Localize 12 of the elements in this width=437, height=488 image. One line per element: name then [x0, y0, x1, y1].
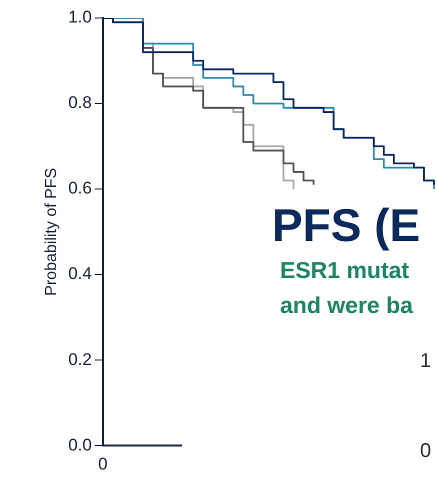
y-tick-label: 1.0	[68, 8, 92, 27]
annotation: 1	[420, 350, 432, 373]
y-tick-label: 0.6	[68, 178, 92, 198]
y-tick-label: 0.0	[68, 435, 92, 454]
annotation: and were ba	[280, 292, 413, 319]
y-tick-label: 0.8	[68, 93, 92, 112]
y-tick-label: 0.4	[68, 264, 92, 284]
annotation: PFS (E	[272, 198, 420, 252]
annotation: ESR1 mutat	[280, 257, 410, 284]
y-tick-label: 0.2	[68, 350, 92, 369]
annotation: 0	[420, 440, 432, 463]
y-axis-title: Probability of PFS	[43, 168, 60, 296]
